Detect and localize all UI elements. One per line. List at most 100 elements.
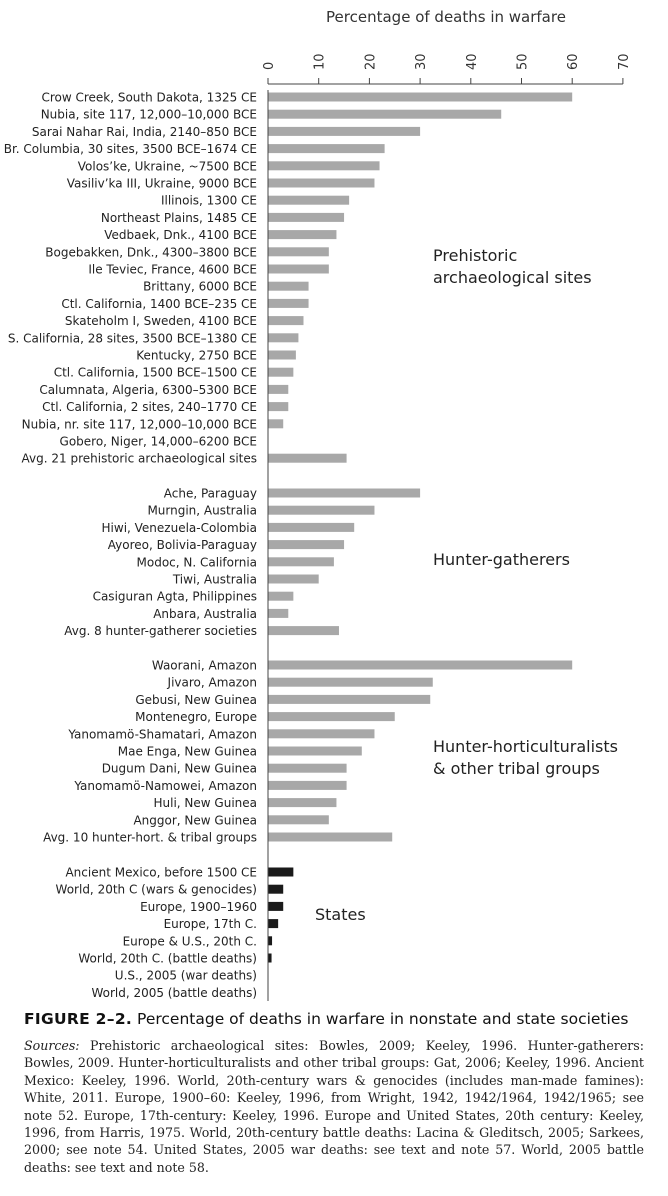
category-label: Skateholm I, Sweden, 4100 BCE bbox=[65, 314, 257, 328]
category-label: Sarai Nahar Rai, India, 2140–850 BCE bbox=[32, 125, 257, 139]
category-label: Br. Columbia, 30 sites, 3500 BCE–1674 CE bbox=[4, 142, 257, 156]
figure-title-text: Percentage of deaths in warfare in nonst… bbox=[137, 1010, 629, 1028]
bar bbox=[268, 298, 309, 308]
bar bbox=[268, 763, 347, 773]
category-label: Huli, New Guinea bbox=[154, 796, 258, 810]
bar bbox=[268, 350, 296, 360]
bar bbox=[268, 660, 573, 670]
category-label: Mae Enga, New Guinea bbox=[118, 745, 257, 759]
group-labels: Prehistoric archaeological sites Hunter-ga… bbox=[315, 246, 618, 924]
category-label: World, 2005 (battle deaths) bbox=[91, 986, 257, 1000]
x-tick-label: 20 bbox=[363, 53, 378, 70]
category-label: Europe, 17th C. bbox=[164, 917, 257, 931]
bar bbox=[268, 367, 294, 377]
category-label: Vedbaek, Dnk., 4100 BCE bbox=[104, 228, 257, 242]
bar bbox=[268, 109, 502, 119]
bars bbox=[268, 92, 573, 997]
bar bbox=[268, 798, 337, 808]
bar bbox=[268, 608, 289, 618]
category-label: Gebusi, New Guinea bbox=[135, 693, 257, 707]
bar bbox=[268, 884, 284, 894]
bar bbox=[268, 574, 319, 584]
category-label: Ctl. California, 2 sites, 240–1770 CE bbox=[42, 400, 257, 414]
category-label: Avg. 10 hunter-hort. & tribal groups bbox=[43, 831, 257, 845]
bar bbox=[268, 333, 299, 343]
category-label: Modoc, N. California bbox=[137, 555, 257, 569]
category-label: U.S., 2005 (war deaths) bbox=[115, 969, 257, 983]
x-tick-label: 30 bbox=[414, 53, 429, 70]
x-tick-label: 0 bbox=[262, 62, 277, 70]
category-label: Tiwi, Australia bbox=[172, 573, 257, 587]
bar bbox=[268, 144, 385, 154]
category-label: Bogebakken, Dnk., 4300–3800 BCE bbox=[45, 245, 257, 259]
category-label: Yanomamö-Namowei, Amazon bbox=[73, 779, 257, 793]
category-label: Avg. 8 hunter-gatherer societies bbox=[64, 624, 257, 638]
category-label: Montenegro, Europe bbox=[135, 710, 257, 724]
category-label: Ile Teviec, France, 4600 BCE bbox=[88, 263, 257, 277]
category-label: Gobero, Niger, 14,000–6200 BCE bbox=[60, 435, 257, 449]
category-label: World, 20th C (wars & genocides) bbox=[56, 883, 257, 897]
x-tick-label: 60 bbox=[566, 53, 581, 70]
category-label: Ache, Paraguay bbox=[164, 487, 257, 501]
category-label: Illinois, 1300 CE bbox=[161, 194, 257, 208]
bar bbox=[268, 247, 329, 257]
bar bbox=[268, 402, 289, 412]
bar bbox=[268, 746, 362, 756]
category-label: Nubia, nr. site 117, 12,000–10,000 BCE bbox=[22, 417, 257, 431]
bar bbox=[268, 92, 573, 102]
category-label: S. California, 28 sites, 3500 BCE–1380 C… bbox=[8, 331, 257, 345]
bar bbox=[268, 919, 279, 929]
category-label: Ctl. California, 1400 BCE–235 CE bbox=[61, 297, 257, 311]
group-label: States bbox=[315, 905, 366, 924]
bar bbox=[268, 178, 375, 188]
figure-number: FIGURE 2–2. bbox=[24, 1010, 133, 1028]
bar bbox=[268, 384, 289, 394]
bar bbox=[268, 780, 347, 790]
category-label: Avg. 21 prehistoric archaeological sites bbox=[22, 452, 257, 466]
bar bbox=[268, 126, 421, 136]
category-label: Casiguran Agta, Philippines bbox=[93, 590, 257, 604]
bar bbox=[268, 281, 309, 291]
group-label: Prehistoric archaeological sites bbox=[433, 246, 592, 287]
bar bbox=[268, 936, 273, 946]
sources-lead: Sources: bbox=[24, 1038, 80, 1053]
group-label-line: Hunter-gatherers bbox=[433, 550, 570, 569]
bar bbox=[268, 540, 345, 550]
category-label: Ayoreo, Bolivia-Paraguay bbox=[108, 538, 257, 552]
bar bbox=[268, 712, 395, 722]
bar bbox=[268, 419, 284, 429]
bar bbox=[268, 694, 431, 704]
bar bbox=[268, 161, 380, 171]
category-label: Calumnata, Algeria, 6300–5300 BCE bbox=[39, 383, 257, 397]
category-label: Ctl. California, 1500 BCE–1500 CE bbox=[54, 366, 257, 380]
category-label: Northeast Plains, 1485 CE bbox=[101, 211, 257, 225]
category-label: Brittany, 6000 BCE bbox=[143, 280, 257, 294]
group-label-line: States bbox=[315, 905, 366, 924]
bar bbox=[268, 195, 350, 205]
category-label: Hiwi, Venezuela-Colombia bbox=[102, 521, 257, 535]
x-tick-label: 40 bbox=[465, 53, 480, 70]
group-label-line: Prehistoric bbox=[433, 246, 517, 265]
category-label: Ancient Mexico, before 1500 CE bbox=[65, 866, 257, 880]
group-label: Hunter-gatherers bbox=[433, 550, 570, 569]
bar bbox=[268, 953, 272, 963]
category-label: Vasiliv’ka III, Ukraine, 9000 BCE bbox=[67, 177, 257, 191]
bar bbox=[268, 901, 284, 911]
x-axis-ticks: 0 10 20 30 40 50 60 70 bbox=[262, 53, 632, 85]
category-label: Yanomamö-Shamatari, Amazon bbox=[67, 727, 257, 741]
figure-title: FIGURE 2–2. Percentage of deaths in warf… bbox=[24, 1009, 644, 1029]
figure-sources: Sources: Prehistoric archaeological site… bbox=[24, 1037, 644, 1176]
category-label: Crow Creek, South Dakota, 1325 CE bbox=[41, 91, 257, 105]
bar bbox=[268, 677, 433, 687]
category-label: Murngin, Australia bbox=[147, 504, 257, 518]
category-label: Anbara, Australia bbox=[153, 607, 257, 621]
category-label: Anggor, New Guinea bbox=[133, 813, 257, 827]
category-label: Jivaro, Amazon bbox=[167, 676, 257, 690]
x-tick-label: 70 bbox=[617, 53, 632, 70]
sources-text: Prehistoric archaeological sites: Bowles… bbox=[24, 1038, 644, 1175]
x-tick-label: 50 bbox=[516, 53, 531, 70]
category-label: Waorani, Amazon bbox=[152, 659, 257, 673]
bar bbox=[268, 505, 375, 515]
x-axis-title: Percentage of deaths in warfare bbox=[326, 8, 566, 26]
category-label: Dugum Dani, New Guinea bbox=[102, 762, 257, 776]
